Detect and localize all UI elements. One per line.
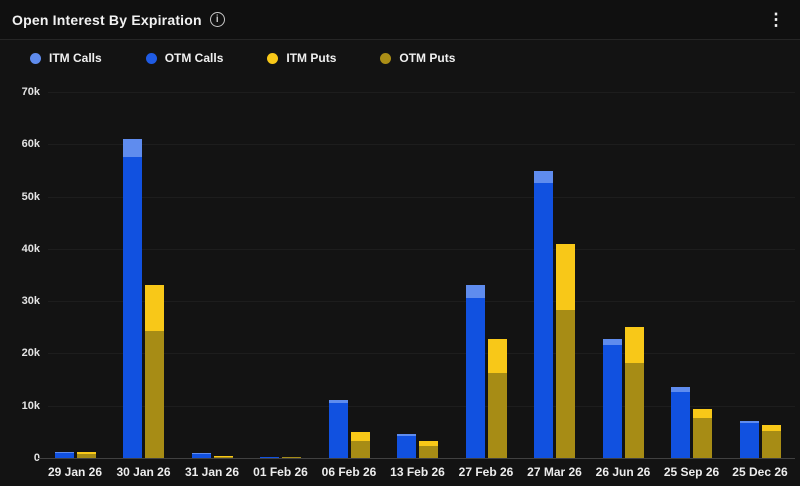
bar-itm-puts-27-feb-26[interactable]: [487, 339, 507, 374]
legend-label: OTM Calls: [164, 51, 224, 65]
legend-dot: [380, 52, 392, 64]
bar-itm-puts-29-jan-26[interactable]: [76, 451, 96, 454]
bar-otm-calls-13-feb-26[interactable]: [397, 436, 416, 458]
bar-itm-calls-25-dec-26[interactable]: [739, 421, 759, 424]
y-axis-tick-label: 10k: [21, 399, 40, 412]
bar-itm-calls-25-sep-26[interactable]: [671, 386, 690, 393]
bar-otm-calls-29-jan-26[interactable]: [54, 452, 74, 458]
bar-itm-calls-06-feb-26[interactable]: [328, 400, 348, 403]
bar-otm-puts-30-jan-26[interactable]: [145, 330, 164, 458]
x-axis-tick-label: 29 Jan 26: [47, 465, 103, 479]
bar-itm-calls-30-jan-26[interactable]: [123, 139, 142, 158]
kebab-menu-icon[interactable]: ⋮: [767, 9, 785, 29]
legend-item-itm-puts[interactable]: ITM Puts: [267, 51, 336, 65]
bar-otm-puts-29-jan-26[interactable]: [76, 453, 96, 458]
legend-dot: [267, 52, 279, 64]
x-axis-tick-label: 25 Dec 26: [732, 465, 788, 479]
y-axis-tick-label: 30k: [21, 295, 40, 308]
gridline: [48, 92, 795, 93]
bar-otm-puts-31-jan-26[interactable]: [213, 456, 233, 458]
x-axis-tick-label: 01 Feb 26: [253, 465, 308, 479]
bar-otm-puts-27-mar-26[interactable]: [556, 310, 575, 458]
bar-itm-puts-13-feb-26[interactable]: [419, 440, 438, 447]
bar-otm-puts-25-sep-26[interactable]: [693, 418, 712, 458]
y-axis-tick-label: 60k: [21, 138, 40, 151]
bar-otm-puts-01-feb-26[interactable]: [282, 457, 301, 458]
bar-itm-calls-29-jan-26[interactable]: [54, 451, 74, 453]
bar-itm-puts-25-dec-26[interactable]: [761, 425, 781, 431]
x-axis-tick-label: 27 Mar 26: [527, 465, 582, 479]
bar-itm-calls-27-mar-26[interactable]: [534, 170, 553, 183]
legend-dot: [30, 52, 41, 64]
bar-otm-calls-26-jun-26[interactable]: [602, 345, 622, 458]
legend-item-otm-puts[interactable]: OTM Puts: [380, 51, 455, 65]
bar-itm-puts-30-jan-26[interactable]: [145, 285, 164, 331]
bar-otm-calls-27-feb-26[interactable]: [465, 298, 485, 458]
bar-itm-calls-27-feb-26[interactable]: [465, 285, 485, 298]
bar-otm-calls-01-feb-26[interactable]: [260, 457, 279, 458]
gridline: [48, 405, 795, 407]
x-axis-tick-label: 30 Jan 26: [116, 465, 171, 479]
legend-item-itm-calls[interactable]: ITM Calls: [30, 51, 102, 65]
info-icon[interactable]: i: [209, 12, 225, 27]
gridline: [48, 353, 795, 355]
x-axis-tick-label: 06 Feb 26: [321, 465, 377, 479]
bar-itm-puts-27-mar-26[interactable]: [556, 244, 575, 311]
gridline: [48, 301, 795, 303]
x-axis-tick-label: 27 Feb 26: [458, 465, 514, 479]
bar-itm-puts-06-feb-26[interactable]: [350, 431, 370, 441]
x-axis-tick-label: 25 Sep 26: [663, 465, 720, 479]
bar-otm-calls-06-feb-26[interactable]: [328, 402, 348, 458]
y-axis-tick-label: 20k: [21, 347, 40, 360]
bar-otm-puts-27-feb-26[interactable]: [487, 373, 507, 458]
x-axis-line: [38, 458, 795, 459]
gridline: [48, 248, 795, 250]
bar-itm-calls-31-jan-26[interactable]: [191, 453, 211, 454]
gridline: [48, 144, 795, 146]
bar-otm-calls-31-jan-26[interactable]: [191, 453, 211, 458]
bar-itm-puts-26-jun-26[interactable]: [624, 327, 644, 363]
bar-otm-calls-25-sep-26[interactable]: [671, 392, 690, 458]
bar-itm-calls-13-feb-26[interactable]: [397, 434, 416, 437]
bar-otm-calls-30-jan-26[interactable]: [123, 157, 142, 458]
legend-item-otm-calls[interactable]: OTM Calls: [145, 51, 224, 65]
y-axis-tick-label: 70k: [21, 86, 40, 98]
bar-itm-calls-26-jun-26[interactable]: [602, 338, 622, 346]
legend-label: ITM Calls: [49, 51, 102, 65]
x-axis-tick-label: 13 Feb 26: [390, 465, 445, 479]
y-axis-tick-label: 40k: [21, 242, 40, 255]
y-axis-tick-label: 50k: [21, 190, 40, 203]
gridline: [48, 196, 795, 198]
bar-itm-puts-25-sep-26[interactable]: [693, 408, 712, 419]
bar-otm-calls-27-mar-26[interactable]: [534, 182, 553, 458]
legend-label: ITM Puts: [286, 51, 337, 65]
y-axis-tick-label: 0: [33, 452, 40, 464]
bar-otm-puts-25-dec-26[interactable]: [761, 430, 781, 458]
x-axis-tick-label: 31 Jan 26: [184, 465, 240, 479]
bar-otm-puts-06-feb-26[interactable]: [350, 440, 370, 458]
bar-otm-calls-25-dec-26[interactable]: [739, 423, 759, 458]
legend-dot: [145, 52, 157, 64]
bar-otm-puts-13-feb-26[interactable]: [419, 446, 438, 458]
chart-legend: ITM Calls OTM Calls ITM Puts OTM Puts: [30, 51, 455, 65]
legend-label: OTM Puts: [399, 51, 456, 65]
bar-itm-puts-31-jan-26[interactable]: [213, 455, 233, 457]
x-axis-tick-label: 26 Jun 26: [595, 465, 651, 479]
panel-title: Open Interest By Expiration: [12, 11, 202, 28]
bar-otm-puts-26-jun-26[interactable]: [624, 362, 644, 458]
panel-header: Open Interest By Expiration i ⋮: [0, 0, 800, 40]
plot-area: [48, 92, 795, 458]
